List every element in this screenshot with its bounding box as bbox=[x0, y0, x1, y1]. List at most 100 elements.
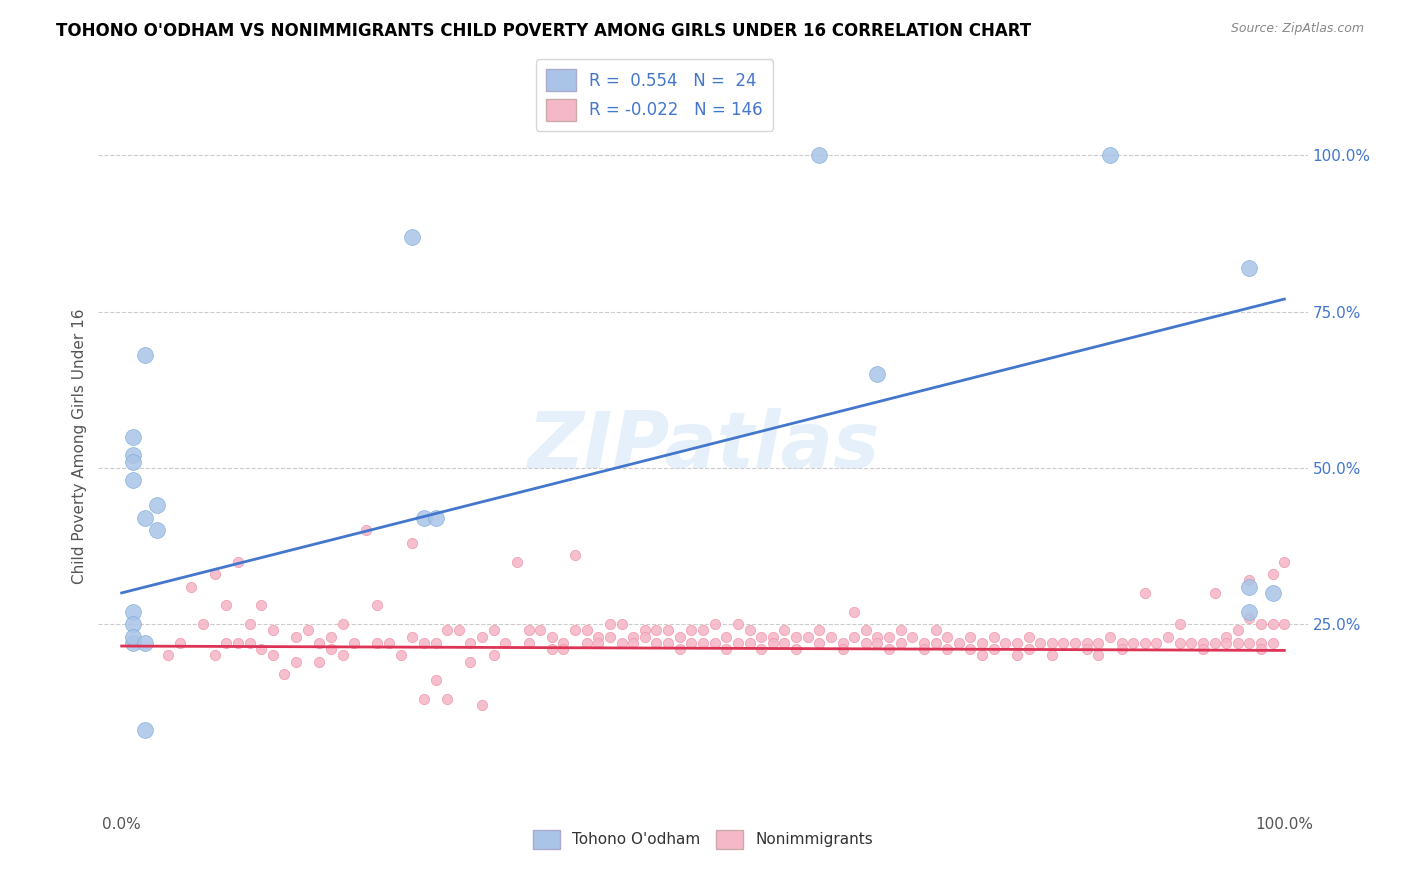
Point bbox=[692, 624, 714, 638]
Legend: Tohono O'odham, Nonimmigrants: Tohono O'odham, Nonimmigrants bbox=[526, 823, 880, 855]
Point bbox=[262, 648, 284, 663]
Point bbox=[540, 642, 562, 657]
Point bbox=[413, 636, 436, 650]
Point bbox=[1239, 611, 1261, 625]
Point bbox=[239, 636, 262, 650]
Point bbox=[1226, 624, 1249, 638]
Point bbox=[1052, 636, 1074, 650]
Point bbox=[145, 499, 167, 513]
Point bbox=[122, 605, 145, 619]
Point bbox=[844, 630, 866, 644]
Point bbox=[610, 636, 633, 650]
Point bbox=[332, 617, 354, 632]
Point bbox=[436, 692, 458, 706]
Point bbox=[122, 449, 145, 463]
Point bbox=[692, 636, 714, 650]
Point bbox=[297, 624, 319, 638]
Point bbox=[749, 642, 772, 657]
Point bbox=[936, 642, 959, 657]
Point bbox=[1076, 642, 1098, 657]
Point bbox=[494, 636, 516, 650]
Point bbox=[762, 630, 785, 644]
Point bbox=[1005, 636, 1028, 650]
Point bbox=[785, 630, 807, 644]
Point bbox=[831, 642, 853, 657]
Text: ZIPatlas: ZIPatlas bbox=[527, 408, 879, 484]
Point bbox=[877, 642, 900, 657]
Point bbox=[762, 636, 785, 650]
Point bbox=[877, 630, 900, 644]
Point bbox=[447, 624, 470, 638]
Point bbox=[529, 624, 551, 638]
Point bbox=[308, 636, 330, 650]
Point bbox=[599, 630, 621, 644]
Point bbox=[1204, 636, 1226, 650]
Point bbox=[285, 630, 308, 644]
Point bbox=[506, 555, 529, 569]
Point bbox=[1098, 148, 1121, 162]
Point bbox=[936, 630, 959, 644]
Point bbox=[436, 624, 458, 638]
Point bbox=[866, 367, 889, 381]
Point bbox=[482, 624, 505, 638]
Point bbox=[773, 636, 796, 650]
Point bbox=[575, 636, 598, 650]
Point bbox=[983, 630, 1005, 644]
Point bbox=[1040, 636, 1063, 650]
Point bbox=[1087, 648, 1109, 663]
Point bbox=[343, 636, 366, 650]
Point bbox=[413, 692, 436, 706]
Point bbox=[808, 148, 831, 162]
Point bbox=[1250, 617, 1272, 632]
Point bbox=[145, 524, 167, 538]
Point bbox=[738, 636, 761, 650]
Point bbox=[1250, 636, 1272, 650]
Point bbox=[413, 511, 436, 525]
Point bbox=[226, 636, 249, 650]
Point bbox=[912, 642, 935, 657]
Point bbox=[226, 555, 249, 569]
Point bbox=[621, 636, 644, 650]
Point bbox=[1005, 648, 1028, 663]
Point bbox=[460, 655, 482, 669]
Point bbox=[366, 636, 388, 650]
Point bbox=[204, 648, 226, 663]
Point bbox=[796, 630, 818, 644]
Point bbox=[831, 636, 853, 650]
Point bbox=[1272, 617, 1295, 632]
Point bbox=[948, 636, 970, 650]
Point bbox=[553, 642, 575, 657]
Point bbox=[1204, 586, 1226, 600]
Point bbox=[808, 624, 831, 638]
Point bbox=[844, 605, 866, 619]
Point bbox=[912, 636, 935, 650]
Point bbox=[215, 636, 238, 650]
Point bbox=[645, 624, 668, 638]
Point bbox=[970, 648, 993, 663]
Point bbox=[517, 624, 540, 638]
Point bbox=[122, 455, 145, 469]
Point bbox=[866, 636, 889, 650]
Point bbox=[285, 655, 308, 669]
Point bbox=[866, 630, 889, 644]
Y-axis label: Child Poverty Among Girls Under 16: Child Poverty Among Girls Under 16 bbox=[72, 309, 87, 583]
Point bbox=[1040, 648, 1063, 663]
Point bbox=[1133, 636, 1156, 650]
Point bbox=[308, 655, 330, 669]
Point bbox=[425, 511, 447, 525]
Point bbox=[134, 636, 156, 650]
Point bbox=[1261, 567, 1284, 582]
Text: Source: ZipAtlas.com: Source: ZipAtlas.com bbox=[1230, 22, 1364, 36]
Point bbox=[1018, 630, 1040, 644]
Point bbox=[924, 636, 946, 650]
Point bbox=[668, 630, 690, 644]
Point bbox=[970, 636, 993, 650]
Point bbox=[215, 599, 238, 613]
Point bbox=[332, 648, 354, 663]
Point bbox=[1215, 630, 1237, 644]
Point bbox=[645, 636, 668, 650]
Point bbox=[621, 630, 644, 644]
Point bbox=[634, 624, 657, 638]
Point bbox=[994, 636, 1017, 650]
Point bbox=[239, 617, 262, 632]
